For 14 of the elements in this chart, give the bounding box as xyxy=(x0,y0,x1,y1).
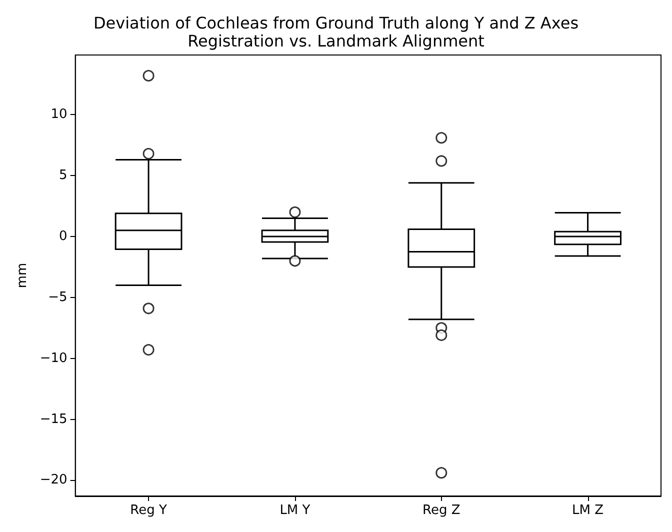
chart-subtitle: Registration vs. Landmark Alignment xyxy=(188,32,484,50)
y-tick-label: 10 xyxy=(50,107,68,122)
x-tick-label: LM Z xyxy=(572,503,604,518)
y-axis-title: mm xyxy=(15,262,30,288)
x-tick-label: LM Y xyxy=(280,503,310,518)
y-tick-label: −10 xyxy=(40,350,68,366)
y-tick-label: 0 xyxy=(59,229,68,244)
y-tick-label: −15 xyxy=(40,412,68,427)
y-tick-label: −5 xyxy=(48,290,68,305)
y-tick-label: −20 xyxy=(40,472,68,488)
x-tick-label: Reg Y xyxy=(130,503,167,518)
y-tick-label: 5 xyxy=(59,168,68,184)
x-tick-label: Reg Z xyxy=(422,503,460,518)
chart-title: Deviation of Cochleas from Ground Truth along Y and Z Axes xyxy=(93,14,579,32)
